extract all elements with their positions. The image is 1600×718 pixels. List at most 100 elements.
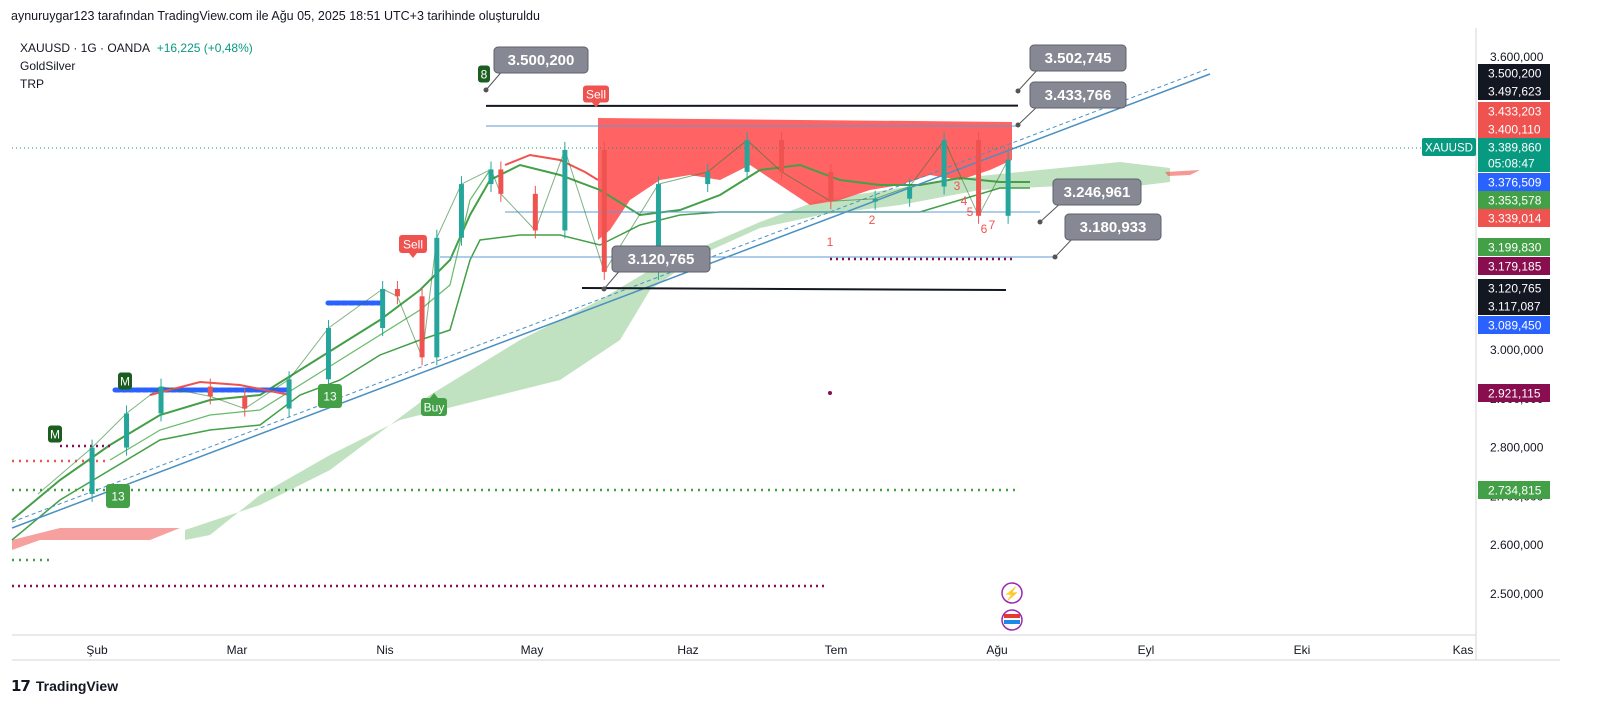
candle-body bbox=[779, 140, 785, 172]
candle-body bbox=[286, 379, 292, 409]
callout-3120765-text: 3.120,765 bbox=[628, 251, 695, 268]
price-axis-label-box bbox=[1478, 209, 1550, 227]
sell-signal-apr-box[interactable] bbox=[399, 235, 427, 253]
time-tick-label: Mar bbox=[227, 643, 248, 657]
green-channel-line-mid bbox=[109, 169, 491, 461]
callout-3246961-text: 3.246,961 bbox=[1064, 184, 1131, 201]
chart-attribution: aynuruygar123 tarafından TradingView.com… bbox=[11, 9, 540, 23]
buy-signal-apr-arrow bbox=[430, 393, 438, 398]
price-tick-label: 2.500,000 bbox=[1490, 587, 1544, 601]
candle-body bbox=[158, 386, 164, 414]
price-axis-label: 3.389,860 bbox=[1488, 141, 1542, 155]
ichimoku-cloud bbox=[185, 162, 1170, 540]
legend-indicator-trp[interactable]: TRP bbox=[20, 77, 44, 91]
price-tick-label: 2.600,000 bbox=[1490, 538, 1544, 552]
sell-signal-apr-arrow bbox=[409, 253, 417, 258]
legend-indicator-goldsilver[interactable]: GoldSilver bbox=[20, 59, 76, 73]
price-axis-label-box bbox=[1478, 191, 1550, 209]
candle-body bbox=[941, 140, 947, 187]
candle-body bbox=[207, 386, 213, 397]
price-axis-label-box bbox=[1478, 120, 1550, 138]
time-tick-label: Nis bbox=[376, 643, 393, 657]
buy-signal-apr-text: Buy bbox=[424, 401, 445, 415]
price-axis-label: 3.500,200 bbox=[1488, 67, 1542, 81]
count-badge-8-text: 8 bbox=[481, 68, 488, 82]
footer-branding: 𝟭𝟳 TradingView bbox=[11, 677, 118, 695]
candle-body bbox=[498, 169, 504, 194]
price-axis-label-box bbox=[1478, 481, 1550, 499]
time-tick-label: Eyl bbox=[1138, 643, 1155, 657]
trend-line bbox=[11, 73, 1211, 529]
price-axis-label-box bbox=[1478, 138, 1550, 156]
price-axis-label: 3.433,203 bbox=[1488, 105, 1542, 119]
price-axis-label-box bbox=[1478, 82, 1550, 100]
price-axis-label-box bbox=[1478, 238, 1550, 256]
symbol-price-tag[interactable] bbox=[1422, 138, 1476, 156]
wave-label-7: 7 bbox=[989, 218, 996, 232]
callout-3500200-box bbox=[493, 46, 589, 74]
time-tick-label: Şub bbox=[86, 643, 108, 657]
price-tick-label: 3.000,000 bbox=[1490, 343, 1544, 357]
tradingview-logo-icon: 𝟭𝟳 bbox=[11, 678, 31, 695]
count-badge-13-mar-box[interactable] bbox=[318, 384, 342, 408]
candle-body bbox=[325, 328, 331, 380]
callout-3502745-text: 3.502,745 bbox=[1045, 50, 1112, 67]
callout-3180933-text: 3.180,933 bbox=[1080, 219, 1147, 236]
count-badge-8-box[interactable] bbox=[478, 65, 490, 83]
ma-red-may bbox=[504, 153, 599, 181]
price-axis-label: 3.497,623 bbox=[1488, 85, 1542, 99]
count-badge-13-mar-text: 13 bbox=[323, 390, 337, 404]
time-tick-label: May bbox=[521, 643, 544, 657]
time-tick-label: Eki bbox=[1294, 643, 1311, 657]
count-badge-13-jan-box[interactable] bbox=[106, 484, 130, 508]
legend-symbol-row: XAUUSD · 1G · OANDA +16,225 (+0,48%) bbox=[20, 39, 253, 57]
wave-label-4: 4 bbox=[961, 194, 968, 208]
time-tick-label: Ağu bbox=[986, 643, 1007, 657]
callout-3246961-anchor bbox=[1037, 219, 1043, 225]
sell-signal-may-box[interactable] bbox=[583, 85, 609, 103]
sell-signal-apr-text: Sell bbox=[403, 238, 423, 252]
count-badge-m-feb-text: M bbox=[120, 375, 130, 389]
candle-body bbox=[434, 237, 440, 358]
footer-brand: TradingView bbox=[35, 678, 119, 694]
price-axis-label-box bbox=[1478, 64, 1550, 82]
price-axis-label: 3.199,830 bbox=[1488, 241, 1542, 255]
price-axis-label: 3.089,450 bbox=[1488, 319, 1542, 333]
ichimoku-cloud-red bbox=[12, 528, 180, 550]
wave-label-5: 5 bbox=[967, 205, 974, 219]
price-axis-label-box bbox=[1478, 257, 1550, 275]
time-tick-label: Kas bbox=[1453, 643, 1474, 657]
candle-body bbox=[601, 149, 607, 272]
legend-symbol: XAUUSD · 1G · OANDA bbox=[20, 41, 151, 55]
candle-body bbox=[655, 184, 661, 272]
legend-change: +16,225 (+0,48%) bbox=[156, 41, 253, 55]
candle-body bbox=[89, 447, 95, 494]
time-tick-label: Tem bbox=[825, 643, 848, 657]
callout-3180933-box bbox=[1064, 213, 1162, 241]
callout-3180933-anchor bbox=[1052, 254, 1058, 260]
level-line-3120 bbox=[581, 287, 1007, 291]
price-tick-label: 2.800,000 bbox=[1490, 441, 1544, 455]
price-axis-label: 3.353,578 bbox=[1488, 194, 1542, 208]
price-axis-label: 2.734,815 bbox=[1488, 484, 1542, 498]
count-badge-m-jan-box[interactable] bbox=[48, 425, 62, 443]
buy-signal-apr-box[interactable] bbox=[421, 398, 447, 416]
sell-signal-may-text: Sell bbox=[586, 88, 606, 102]
callout-3433766-anchor bbox=[1015, 122, 1021, 128]
price-axis-label-box bbox=[1478, 102, 1550, 120]
lightning-event-icon-glyph: ⚡ bbox=[1004, 586, 1020, 602]
callout-3120765-box bbox=[611, 245, 711, 273]
candle-body bbox=[419, 296, 425, 358]
callout-3502745-anchor bbox=[1015, 88, 1021, 94]
wave-label-1: 1 bbox=[827, 235, 834, 249]
us-flag-event-icon-stripe-2 bbox=[1004, 620, 1020, 624]
candle-body bbox=[744, 140, 750, 172]
count-badge-m-feb-box[interactable] bbox=[118, 372, 132, 390]
candle-body bbox=[705, 171, 711, 185]
callout-3502745-box bbox=[1029, 44, 1127, 72]
price-tick-label: 3.600,000 bbox=[1490, 50, 1544, 64]
lightning-event-icon[interactable] bbox=[1001, 582, 1023, 604]
candle-body bbox=[124, 413, 130, 448]
price-axis-label: 3.117,087 bbox=[1488, 300, 1541, 314]
